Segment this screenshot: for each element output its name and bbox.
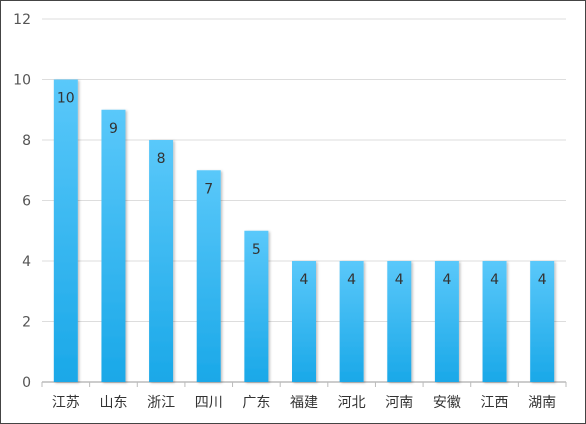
data-label: 10 [57, 91, 75, 107]
y-tick-label: 2 [22, 315, 31, 331]
data-label: 4 [300, 272, 309, 288]
data-label: 4 [442, 272, 451, 288]
data-label: 8 [157, 151, 166, 167]
x-tick-label: 浙江 [147, 395, 175, 411]
bar-layer [53, 79, 555, 382]
bar [387, 261, 412, 382]
y-tick-label: 6 [22, 194, 31, 210]
bar [149, 140, 174, 382]
x-tick-label: 安徽 [433, 395, 461, 411]
x-tick-label: 湖南 [528, 395, 556, 411]
bar [434, 261, 459, 382]
bar [530, 261, 555, 382]
x-tick-label: 江西 [481, 395, 509, 411]
label-layer: 10 江苏 9 山东 8 浙江 7 四川 5 广东 4 福建 4 河北 4 河南 4 安徽 4 江西 4 湖南 [52, 91, 556, 412]
x-tick-label: 四川 [195, 395, 223, 411]
bar [53, 79, 78, 382]
y-tick-label: 8 [22, 133, 31, 149]
y-tick-label: 10 [13, 73, 31, 89]
y-tick-label: 0 [22, 375, 31, 391]
y-tick-label: 4 [22, 254, 31, 270]
data-label: 4 [490, 272, 499, 288]
bar [101, 109, 126, 382]
bar [196, 170, 221, 382]
bar [482, 261, 507, 382]
data-label: 4 [347, 272, 356, 288]
data-label: 4 [395, 272, 404, 288]
x-tick-label: 河南 [385, 395, 413, 411]
bar [244, 230, 269, 382]
data-label: 7 [204, 181, 213, 197]
y-tick-label: 12 [13, 12, 31, 28]
data-label: 5 [252, 242, 261, 258]
bar [339, 261, 364, 382]
x-tick-label: 河北 [338, 395, 366, 411]
data-label: 9 [109, 121, 118, 137]
data-label: 4 [538, 272, 547, 288]
x-tick-label: 江苏 [52, 395, 80, 411]
bar [292, 261, 316, 382]
x-tick-label: 福建 [290, 395, 318, 411]
x-tick-label: 山东 [99, 395, 127, 411]
x-tick-label: 广东 [242, 395, 270, 411]
